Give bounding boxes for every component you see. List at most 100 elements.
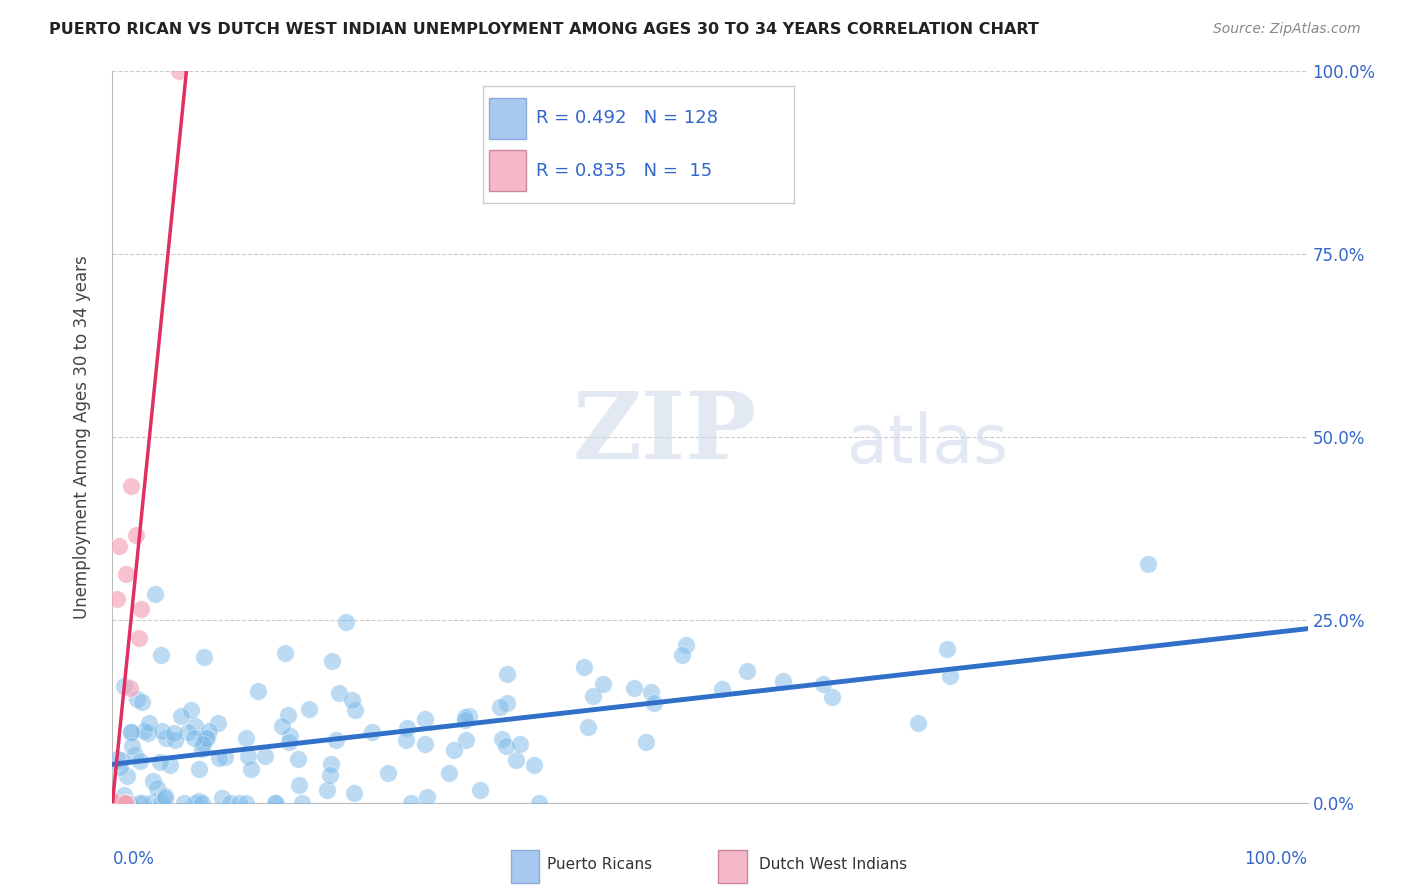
Point bbox=[211, 791, 233, 805]
Point bbox=[496, 666, 519, 681]
Point bbox=[592, 677, 614, 691]
Point bbox=[138, 726, 160, 740]
Point bbox=[319, 768, 342, 782]
Point bbox=[344, 703, 367, 717]
Point bbox=[129, 796, 152, 810]
Point bbox=[278, 729, 301, 743]
Point bbox=[523, 757, 546, 772]
Point bbox=[236, 749, 259, 764]
Point bbox=[813, 677, 835, 691]
Point bbox=[191, 737, 214, 751]
Point bbox=[163, 733, 186, 747]
Point bbox=[325, 733, 347, 747]
Point bbox=[114, 796, 136, 810]
Text: Source: ZipAtlas.com: Source: ZipAtlas.com bbox=[1213, 22, 1361, 37]
Point bbox=[735, 664, 758, 678]
Point bbox=[197, 724, 219, 739]
Point bbox=[103, 794, 125, 808]
Point bbox=[264, 796, 287, 810]
Point bbox=[939, 668, 962, 682]
Point bbox=[107, 796, 129, 810]
Point bbox=[142, 795, 165, 809]
Point bbox=[150, 796, 173, 810]
Point bbox=[491, 731, 513, 746]
Text: atlas: atlas bbox=[848, 411, 1008, 477]
Point bbox=[207, 716, 229, 731]
Point bbox=[710, 681, 733, 696]
Point bbox=[112, 788, 135, 802]
Point bbox=[496, 696, 519, 710]
Point bbox=[576, 720, 599, 734]
Point bbox=[115, 769, 138, 783]
Point bbox=[112, 679, 135, 693]
Point bbox=[821, 690, 844, 704]
Point bbox=[623, 681, 645, 696]
Point bbox=[120, 479, 142, 493]
Point bbox=[274, 646, 297, 660]
Y-axis label: Unemployment Among Ages 30 to 34 years: Unemployment Among Ages 30 to 34 years bbox=[73, 255, 91, 619]
Point bbox=[247, 684, 270, 698]
Point bbox=[287, 752, 309, 766]
Point bbox=[509, 737, 531, 751]
Point bbox=[117, 796, 139, 810]
Point bbox=[343, 786, 366, 800]
Point bbox=[529, 796, 551, 810]
Point bbox=[183, 731, 205, 745]
Point bbox=[235, 796, 257, 810]
Point bbox=[278, 735, 301, 749]
Point bbox=[416, 789, 439, 804]
Point bbox=[228, 796, 250, 810]
Point bbox=[399, 796, 422, 810]
Point bbox=[298, 702, 321, 716]
Point bbox=[118, 681, 141, 695]
Point bbox=[149, 648, 172, 662]
Point bbox=[377, 766, 399, 780]
Text: PUERTO RICAN VS DUTCH WEST INDIAN UNEMPLOYMENT AMONG AGES 30 TO 34 YEARS CORRELA: PUERTO RICAN VS DUTCH WEST INDIAN UNEMPL… bbox=[49, 22, 1039, 37]
Point bbox=[572, 659, 595, 673]
Point bbox=[582, 689, 605, 703]
Point bbox=[907, 716, 929, 731]
Point bbox=[1137, 558, 1160, 572]
Point bbox=[115, 796, 138, 810]
Point bbox=[107, 751, 129, 765]
Point bbox=[103, 796, 125, 810]
Point bbox=[936, 642, 959, 657]
Point bbox=[254, 748, 277, 763]
Point bbox=[291, 796, 314, 810]
Point bbox=[207, 750, 229, 764]
Point bbox=[188, 762, 211, 776]
Point bbox=[634, 735, 657, 749]
Point bbox=[195, 731, 218, 745]
Point bbox=[671, 648, 693, 663]
Text: 100.0%: 100.0% bbox=[1244, 850, 1308, 868]
Point bbox=[495, 739, 517, 753]
Point bbox=[120, 724, 142, 739]
Point bbox=[240, 762, 263, 776]
Point bbox=[108, 760, 131, 774]
Point bbox=[288, 778, 311, 792]
Point bbox=[190, 796, 212, 810]
Point bbox=[163, 726, 186, 740]
Point bbox=[153, 789, 176, 804]
Point bbox=[395, 732, 418, 747]
Point bbox=[454, 710, 477, 724]
Point bbox=[114, 796, 136, 810]
Point bbox=[214, 750, 236, 764]
Point bbox=[193, 649, 215, 664]
Point bbox=[146, 780, 169, 795]
Point bbox=[361, 725, 384, 739]
Point bbox=[184, 719, 207, 733]
Point bbox=[319, 756, 342, 771]
Point bbox=[125, 691, 148, 706]
Point bbox=[321, 654, 343, 668]
Point bbox=[142, 774, 165, 789]
Point bbox=[124, 747, 146, 762]
Point bbox=[277, 708, 299, 723]
Point bbox=[103, 796, 125, 810]
Point bbox=[505, 753, 527, 767]
Point bbox=[159, 758, 181, 772]
Point bbox=[138, 716, 160, 731]
Point bbox=[132, 723, 155, 738]
Point bbox=[264, 796, 287, 810]
Point bbox=[149, 756, 172, 770]
